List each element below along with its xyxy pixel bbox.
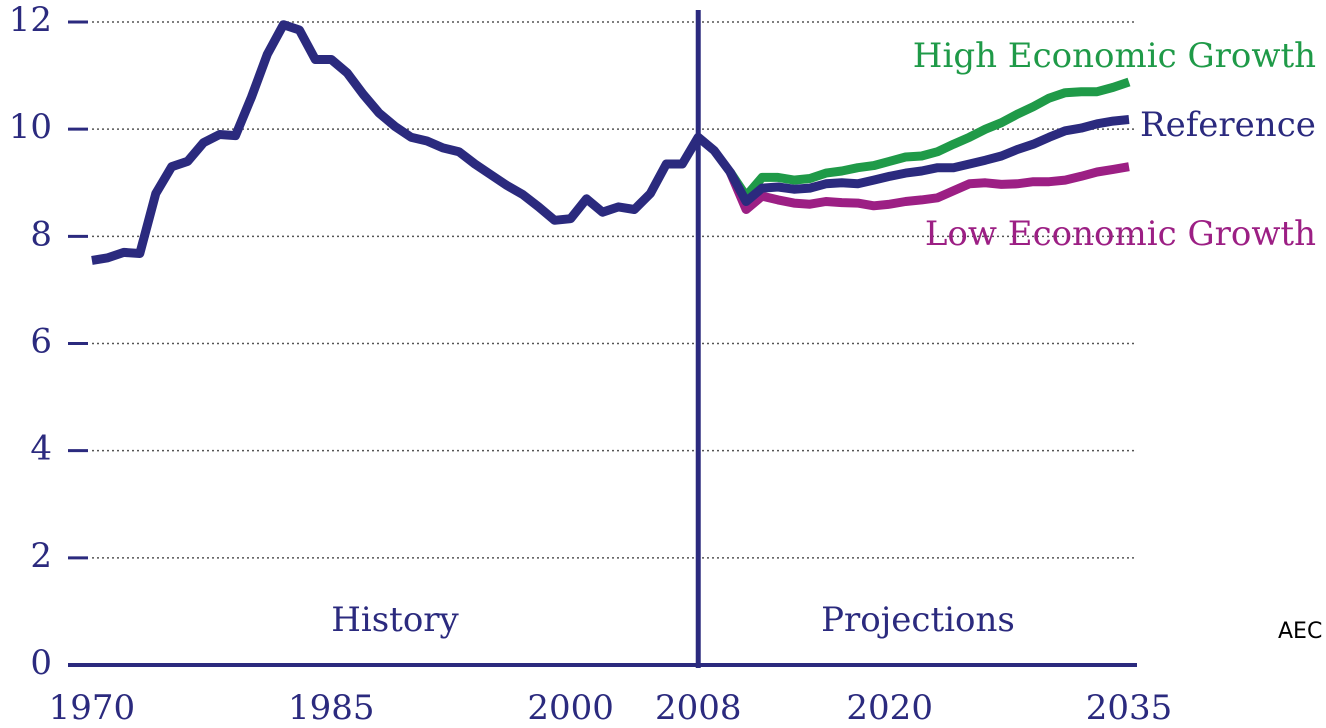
y-tick-label: 12 xyxy=(9,0,52,40)
y-tick-label: 8 xyxy=(30,214,52,254)
y-tick-label: 2 xyxy=(30,536,52,576)
x-tick-label: 2020 xyxy=(846,688,933,728)
series-line xyxy=(91,20,1130,265)
y-tick-label: 0 xyxy=(30,643,52,683)
source-label: AEC xyxy=(1278,619,1322,644)
series-line xyxy=(725,162,1130,214)
x-tick-label: 1970 xyxy=(49,688,136,728)
x-tick-label: 2000 xyxy=(527,688,614,728)
projections-label: Projections xyxy=(821,600,1015,640)
series-label: High Economic Growth xyxy=(913,36,1316,76)
series-line xyxy=(726,77,1131,201)
y-tick-label: 6 xyxy=(30,322,52,362)
series-label: Low Economic Growth xyxy=(925,214,1316,254)
y-tick-label: 4 xyxy=(30,429,52,469)
series-label: Reference xyxy=(1140,105,1316,145)
x-tick-label: 2008 xyxy=(655,688,742,728)
history-label: History xyxy=(331,600,459,640)
x-tick-label: 2035 xyxy=(1086,688,1173,728)
y-tick-label: 10 xyxy=(9,107,52,147)
x-tick-label: 1985 xyxy=(288,688,375,728)
